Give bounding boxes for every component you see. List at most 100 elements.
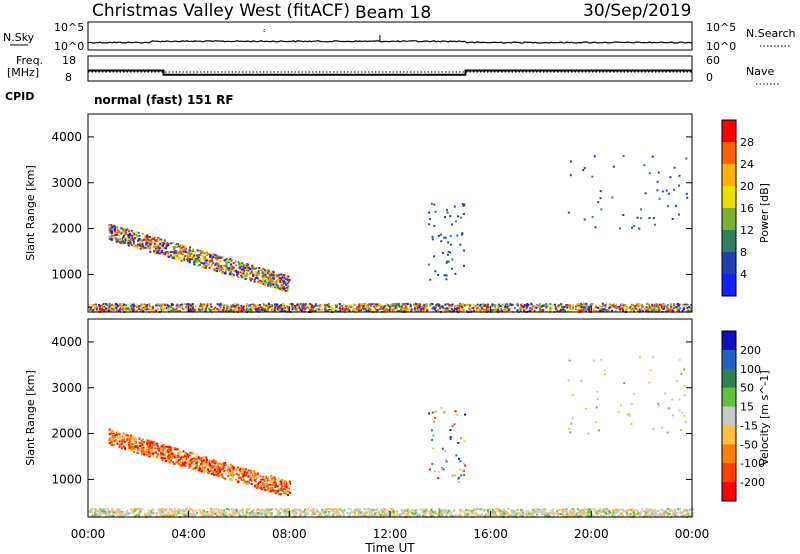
echo-cell [431,235,434,238]
echo-cell [387,510,390,513]
echo-cell [249,308,252,311]
colorbar-swatch [722,164,736,187]
echo-cell [156,452,159,455]
echo-cell [686,196,689,199]
echo-cell [266,514,268,517]
echo-cell [277,279,280,282]
echo-cell [145,305,147,308]
echo-cell [176,309,179,312]
echo-cell [227,466,230,469]
echo-cell [196,249,199,252]
echo-cell [318,306,321,309]
echo-cell [262,305,265,308]
echo-cell [185,513,188,516]
echo-cell [638,227,641,230]
echo-cell [544,514,547,517]
echo-cell [207,307,210,310]
echo-cell [156,455,158,458]
echo-cell [177,454,180,457]
echo-cell [461,232,464,235]
echo-cell [395,304,398,307]
echo-cell [330,508,333,510]
echo-cell [261,282,263,285]
echo-cell [555,512,558,515]
echo-cell [642,310,644,313]
echo-cell [580,513,583,516]
echo-cell [148,451,150,454]
echo-cell [449,235,452,238]
echo-cell [126,242,129,245]
echo-cell [571,514,574,517]
echo-cell [498,508,501,511]
echo-cell [575,303,578,305]
echo-cell [233,307,236,310]
echo-cell [244,275,247,278]
echo-cell [195,453,198,456]
echo-cell [285,276,288,279]
echo-cell [465,508,468,511]
echo-cell [228,468,231,471]
echo-cell [236,470,239,473]
echo-cell [506,305,509,308]
echo-cell [448,304,451,307]
echo-cell [122,232,125,235]
echo-cell [304,304,307,307]
echo-cell [407,511,410,514]
echo-cell [232,474,235,476]
echo-cell [248,481,250,484]
echo-cell [131,234,134,237]
echo-cell [149,236,152,238]
echo-cell [478,514,481,517]
echo-cell [189,258,192,260]
echo-cell [247,266,250,269]
echo-cell [245,511,248,514]
echo-cell [108,305,111,308]
echo-cell [282,302,285,305]
echo-cell [133,510,136,513]
echo-cell [137,306,140,309]
echo-cell [513,307,516,310]
echo-cell [206,472,209,475]
echo-cell [222,468,225,471]
echo-cell [189,309,192,312]
echo-cell [269,508,272,511]
echo-cell [361,511,364,514]
echo-cell [277,276,280,279]
echo-cell [499,514,502,517]
echo-cell [582,309,585,312]
echo-cell [221,266,224,269]
echo-cell [580,508,583,511]
echo-cell [645,309,648,312]
echo-cell [212,262,214,265]
echo-cell [184,251,187,253]
echo-cell [424,512,427,515]
echo-cell [240,471,243,474]
echo-cell [184,247,187,250]
echo-cell [201,456,204,459]
echo-cell [282,481,285,484]
echo-cell [661,190,664,193]
echo-cell [538,510,540,512]
echo-cell [117,433,120,436]
echo-cell [638,309,641,312]
echo-cell [646,307,649,310]
echo-cell [532,306,535,309]
echo-cell [252,274,255,277]
echo-cell [165,459,168,462]
echo-cell [215,511,218,514]
echo-cell [181,244,183,247]
echo-cell [180,250,183,253]
echo-cell [557,304,560,307]
echo-cell [227,307,230,310]
echo-cell [264,273,267,276]
echo-cell [471,307,474,310]
echo-cell [283,274,286,276]
echo-cell [147,236,150,239]
echo-cell [238,514,241,517]
echo-cell [270,271,273,274]
echo-cell [517,310,520,312]
echo-cell [100,511,103,514]
echo-cell [208,260,211,263]
echo-cell [638,303,641,305]
echo-cell [211,508,214,511]
